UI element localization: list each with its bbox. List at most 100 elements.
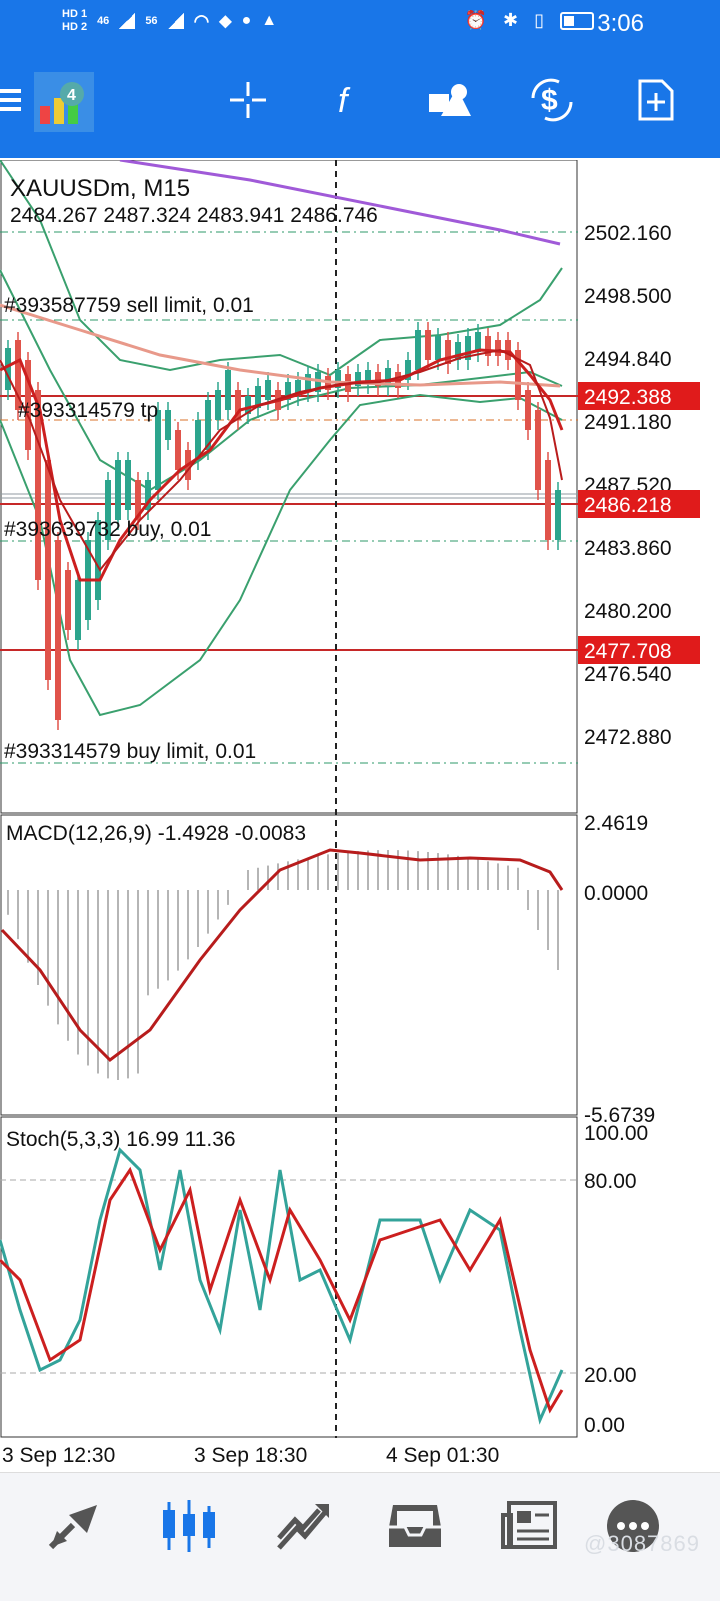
chart-svg[interactable]: XAUUSDm, M15 2484.267 2487.324 2483.941 … (0, 158, 720, 1470)
macd-tick: 2.4619 (584, 812, 648, 835)
macd-signal-line (0, 848, 564, 1062)
candle-body (225, 370, 231, 410)
status-bar: HD 1 HD 2 46 56 ◠ ◆ ● ▲ ⏰ ✱ ▯ 3:06 (0, 0, 720, 48)
moving-averages (0, 158, 564, 582)
chart-icon[interactable] (154, 1491, 224, 1561)
price-badge (578, 382, 700, 410)
candle-body (545, 460, 551, 540)
candle-body (305, 374, 311, 392)
candle-body (425, 330, 431, 360)
history-icon[interactable] (380, 1491, 450, 1561)
candle-body (135, 480, 141, 520)
price-tick: 2476.540 (584, 663, 672, 686)
new-order-icon[interactable] (626, 70, 686, 130)
stoch-tick: 100.00 (584, 1122, 648, 1145)
candle-body (455, 342, 461, 360)
candles (5, 322, 561, 730)
objects-icon[interactable] (420, 70, 480, 130)
top-toolbar: 4 f $ (0, 48, 720, 158)
candle-body (285, 382, 291, 400)
candle-body (535, 410, 541, 490)
candle-body (215, 390, 221, 420)
vibrate-icon: ▯ (534, 10, 544, 30)
candle-body (265, 380, 271, 400)
candle-body (205, 400, 211, 450)
bollinger-upper (0, 159, 563, 377)
order-label[interactable]: #393314579 buy limit, 0.01 (4, 740, 256, 763)
candle-body (315, 372, 321, 392)
chart-area[interactable]: XAUUSDm, M15 2484.267 2487.324 2483.941 … (0, 158, 720, 1470)
price-badge-label: 2486.218 (584, 494, 672, 517)
macd-pane-border (0, 814, 578, 1116)
alarm-icon: ⏰ (464, 10, 487, 30)
price-tick: 2502.160 (584, 222, 672, 245)
price-tick: 2494.840 (584, 348, 672, 371)
candle-body (55, 540, 61, 720)
candle-body (435, 336, 441, 360)
price-badge (578, 490, 700, 518)
candle-body (165, 410, 171, 440)
svg-text:4: 4 (67, 87, 76, 104)
candle-body (505, 340, 511, 360)
news-icon[interactable] (494, 1491, 564, 1561)
price-tick: 2480.200 (584, 600, 672, 623)
stoch-series (0, 1147, 564, 1425)
app-notify-icon: ◆ (219, 13, 232, 30)
candle-body (385, 368, 391, 386)
status-left: HD 1 HD 2 46 56 ◠ ◆ ● ▲ (62, 8, 277, 34)
candle-body (5, 348, 11, 390)
status-right: ⏰ ✱ ▯ (465, 10, 594, 31)
candle-body (115, 460, 121, 520)
chat-icon[interactable] (598, 1491, 668, 1561)
clock: 3:06 (597, 10, 644, 37)
menu-icon[interactable] (0, 70, 30, 130)
candle-body (515, 350, 521, 400)
price-badge-label: 2477.708 (584, 640, 672, 663)
symbol-title: XAUUSDm, M15 (10, 175, 190, 202)
quotes-icon[interactable] (40, 1491, 110, 1561)
trade-icon[interactable]: $ (522, 70, 582, 130)
signal1-icon (119, 13, 136, 29)
bottom-nav: @3087869 (0, 1472, 720, 1601)
stoch-pane-border (0, 1116, 578, 1438)
candle-body (125, 460, 131, 510)
candle-body (485, 336, 491, 356)
bluetooth-icon: ✱ (503, 10, 519, 30)
time-tick: 3 Sep 12:30 (2, 1444, 115, 1467)
order-label[interactable]: #393639732 buy, 0.01 (4, 518, 211, 541)
price-tick: 2491.180 (584, 411, 672, 434)
candle-body (35, 390, 41, 580)
candle-body (475, 332, 481, 352)
bollinger-lower (0, 393, 563, 717)
candle-body (235, 390, 241, 420)
trade-nav-icon[interactable] (268, 1491, 338, 1561)
crosshair-icon[interactable] (218, 70, 278, 130)
order-label[interactable]: #393587759 sell limit, 0.01 (4, 294, 254, 317)
stoch-tick: 20.00 (584, 1364, 637, 1387)
price-tick: 2472.880 (584, 726, 672, 749)
sim1-label: HD 1 (62, 8, 88, 20)
ma-purple-line (119, 158, 561, 246)
wifi-icon: ◠ (193, 10, 210, 31)
app-logo: 4 (32, 70, 96, 134)
candle-body (45, 460, 51, 680)
candle-body (465, 336, 471, 360)
battery-icon (560, 11, 594, 30)
net1-label: 46 (97, 15, 110, 27)
ohlc-readout: 2484.267 2487.324 2483.941 2486.746 (10, 204, 378, 227)
price-axis: 2502.160 2498.500 2494.840 2491.180 2487… (584, 222, 672, 749)
candle-body (75, 580, 81, 640)
weibo-icon: ● (241, 12, 252, 29)
indicators-icon[interactable]: f (318, 70, 378, 130)
candle-body (195, 420, 201, 460)
price-pane-border (0, 159, 578, 814)
candle-body (295, 380, 301, 396)
order-label[interactable]: #393314579 tp (18, 399, 158, 422)
net2-label: 56 (145, 15, 158, 27)
candle-body (525, 390, 531, 430)
candle-body (405, 360, 411, 380)
candle-body (65, 570, 71, 630)
candle-body (375, 372, 381, 386)
watermark: @3087869 (584, 1531, 700, 1556)
price-badge (578, 636, 700, 664)
